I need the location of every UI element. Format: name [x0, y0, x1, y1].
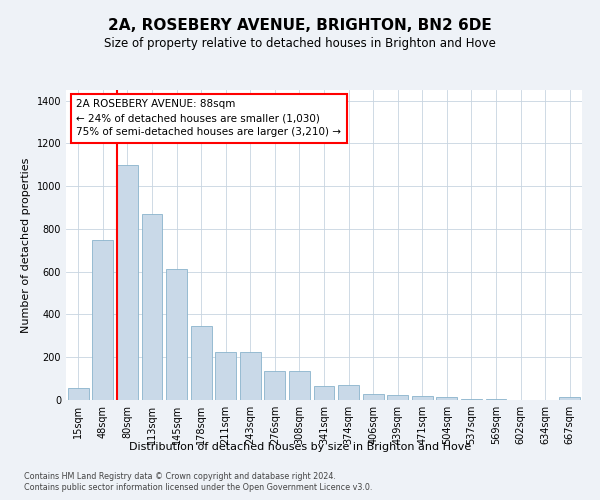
Bar [92, 240, 113, 400]
Text: Distribution of detached houses by size in Brighton and Hove: Distribution of detached houses by size … [129, 442, 471, 452]
Bar [166, 268, 187, 400]
Text: Contains HM Land Registry data © Crown copyright and database right 2024.: Contains HM Land Registry data © Crown c… [24, 472, 336, 481]
Bar [265, 371, 286, 400]
Bar [142, 214, 163, 400]
Bar [289, 371, 310, 400]
Bar [461, 399, 482, 400]
Text: Contains public sector information licensed under the Open Government Licence v3: Contains public sector information licen… [24, 484, 373, 492]
Text: 2A ROSEBERY AVENUE: 88sqm
← 24% of detached houses are smaller (1,030)
75% of se: 2A ROSEBERY AVENUE: 88sqm ← 24% of detac… [76, 100, 341, 138]
Bar [117, 165, 138, 400]
Bar [191, 326, 212, 400]
Y-axis label: Number of detached properties: Number of detached properties [21, 158, 31, 332]
Bar [338, 385, 359, 400]
Bar [387, 394, 408, 400]
Bar [215, 352, 236, 400]
Bar [362, 394, 383, 400]
Text: Size of property relative to detached houses in Brighton and Hove: Size of property relative to detached ho… [104, 38, 496, 51]
Bar [240, 352, 261, 400]
Text: 2A, ROSEBERY AVENUE, BRIGHTON, BN2 6DE: 2A, ROSEBERY AVENUE, BRIGHTON, BN2 6DE [108, 18, 492, 32]
Bar [412, 396, 433, 400]
Bar [68, 388, 89, 400]
Bar [314, 386, 334, 400]
Bar [436, 398, 457, 400]
Bar [559, 398, 580, 400]
